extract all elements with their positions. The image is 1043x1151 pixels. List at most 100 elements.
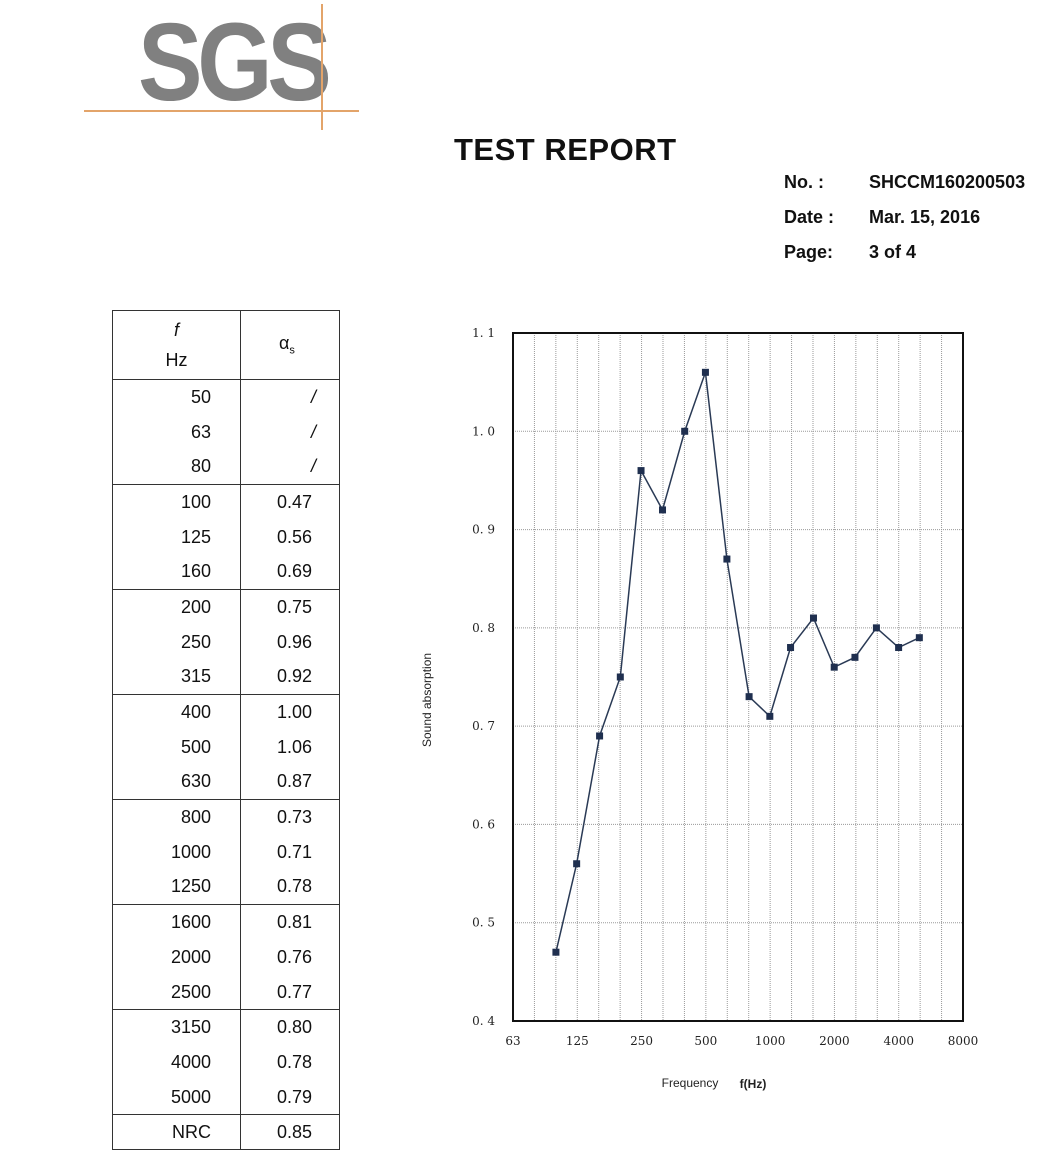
frequency-cell: 125 [112, 519, 241, 555]
series-points [552, 368, 923, 956]
table-row: 250 0.96 [112, 624, 340, 660]
frequency-cell: 4000 [112, 1045, 241, 1080]
report-meta: No. : SHCCM160200503 Date : Mar. 15, 201… [784, 172, 1025, 277]
y-tick-labels: 1. 1 1. 0 0. 9 0. 8 0. 7 0. 6 0. 5 0. 4 [472, 326, 495, 1028]
no-label: No. : [784, 172, 824, 192]
frequency-cell: 400 [112, 694, 241, 730]
frequency-cell: 2000 [112, 940, 241, 975]
y-tick-label: 0. 6 [472, 817, 495, 831]
logo-horizontal-rule [84, 110, 359, 112]
alpha-cell: / [240, 414, 340, 450]
data-point [895, 644, 903, 652]
date-label: Date : [784, 207, 835, 227]
data-point [766, 712, 774, 720]
no-value: SHCCM160200503 [869, 172, 1026, 192]
frequency-cell: 630 [112, 764, 241, 800]
table-row: 400 1.00 [112, 694, 340, 730]
x-axis-title: Frequency [662, 1076, 719, 1090]
absorption-table: f Hz αs 50/63/80/100 0.47 125 0.56 160 0.69 20… [112, 310, 340, 1151]
y-tick-label: 0. 9 [472, 523, 495, 537]
x-tick-label: 500 [694, 1034, 717, 1048]
data-point [915, 634, 923, 642]
table-row: 50/ [112, 378, 340, 415]
frequency-cell: 1600 [112, 904, 241, 940]
table-row: 500 1.06 [112, 729, 340, 765]
data-point [701, 368, 709, 376]
data-point [830, 663, 838, 671]
data-point [809, 614, 817, 622]
date-value: Mar. 15, 2016 [869, 207, 981, 227]
frequency-cell: 500 [112, 729, 241, 765]
data-point [552, 948, 560, 956]
table-row: 125 0.56 [112, 519, 340, 555]
data-point [723, 555, 731, 563]
data-point [851, 653, 859, 661]
table-row: 4000 0.78 [112, 1045, 340, 1080]
frequency-cell: 800 [112, 799, 241, 835]
y-tick-label: 0. 5 [472, 916, 495, 930]
y-tick-label: 1. 0 [472, 424, 495, 438]
table-row: 80/ [112, 449, 340, 485]
alpha-cell: 0.75 [240, 589, 340, 625]
data-point [872, 624, 880, 632]
table-row: 3150 0.80 [112, 1009, 340, 1046]
alpha-cell: / [240, 449, 340, 485]
x-tick-label: 63 [505, 1034, 520, 1048]
plot-frame [512, 332, 964, 1022]
logo-text: SGS [138, 1, 332, 124]
header-alpha-sub: s [289, 344, 295, 357]
alpha-cell: 0.80 [240, 1009, 340, 1046]
meta-row-no: No. : SHCCM160200503 [784, 172, 1025, 207]
table-row: 200 0.75 [112, 589, 340, 625]
table-row: 63/ [112, 414, 340, 450]
data-point [681, 427, 689, 435]
data-point [745, 693, 753, 701]
x-tick-label: 1000 [755, 1034, 786, 1048]
y-tick-label: 1. 1 [472, 326, 495, 340]
x-tick-label: 8000 [948, 1034, 979, 1048]
alpha-cell: 0.71 [240, 834, 340, 870]
alpha-cell: 0.69 [240, 554, 340, 590]
table-row: 1250 0.78 [112, 869, 340, 905]
alpha-cell: 0.47 [240, 484, 340, 520]
table-row: 2500 0.77 [112, 974, 340, 1010]
data-point [659, 506, 667, 514]
frequency-cell: 160 [112, 554, 241, 590]
meta-row-page: Page: 3 of 4 [784, 242, 1025, 277]
meta-row-date: Date : Mar. 15, 2016 [784, 207, 1025, 242]
header-alpha-symbol: α [279, 333, 290, 354]
frequency-cell: 200 [112, 589, 241, 625]
x-tick-label: 4000 [883, 1034, 914, 1048]
table-row: 1000 0.71 [112, 834, 340, 870]
frequency-cell: 250 [112, 624, 241, 660]
header-alpha: αs [240, 310, 340, 380]
alpha-cell: 0.73 [240, 799, 340, 835]
frequency-cell: 100 [112, 484, 241, 520]
table-row: 1600 0.81 [112, 904, 340, 940]
data-point [616, 673, 624, 681]
report-title: TEST REPORT [454, 132, 677, 167]
header-f-unit: Hz [165, 350, 188, 370]
frequency-cell: 80 [112, 449, 241, 485]
alpha-cell: 0.56 [240, 519, 340, 555]
alpha-cell: 0.78 [240, 1045, 340, 1080]
data-point [596, 732, 604, 740]
alpha-cell: 1.06 [240, 729, 340, 765]
alpha-cell: 0.78 [240, 869, 340, 905]
frequency-cell: 2500 [112, 974, 241, 1010]
table-row: 100 0.47 [112, 484, 340, 520]
y-tick-label: 0. 4 [472, 1014, 495, 1028]
alpha-cell: 0.96 [240, 624, 340, 660]
alpha-cell: / [240, 378, 340, 415]
chart-grid [512, 332, 964, 1022]
sgs-logo: SGS [80, 0, 370, 135]
table-row: 2000 0.76 [112, 940, 340, 975]
page-value: 3 of 4 [869, 242, 917, 262]
frequency-cell: 315 [112, 659, 241, 695]
nrc-row: NRC 0.85 [112, 1114, 340, 1151]
x-tick-label: 125 [566, 1034, 589, 1048]
alpha-cell: 0.81 [240, 904, 340, 940]
x-tick-label: 2000 [819, 1034, 850, 1048]
series-line [555, 372, 920, 953]
frequency-cell: 1250 [112, 869, 241, 905]
